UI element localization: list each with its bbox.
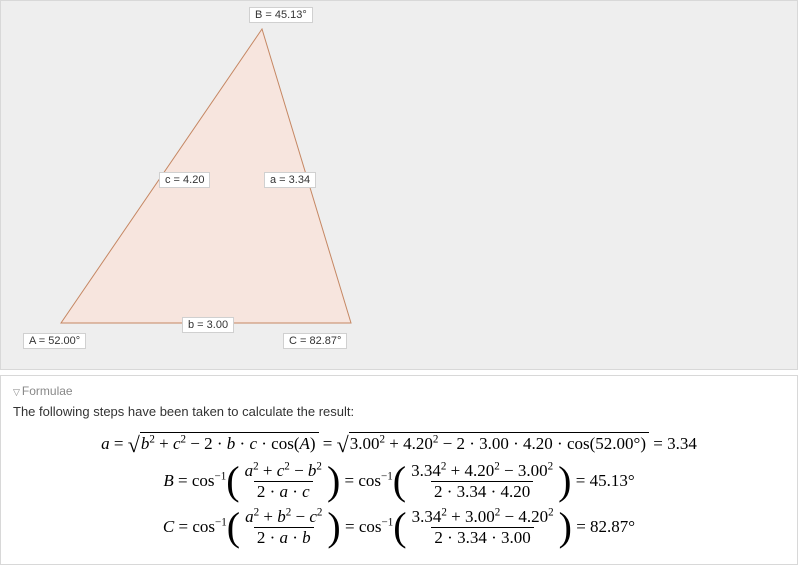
formulae-panel: ▽Formulae The following steps have been … bbox=[0, 375, 798, 565]
formulae-title: Formulae bbox=[22, 384, 73, 398]
triangle-diagram: A = 52.00° B = 45.13° C = 82.87° a = 3.3… bbox=[0, 0, 798, 370]
edge-label-c: c = 4.20 bbox=[159, 172, 210, 188]
vertex-label-C: C = 82.87° bbox=[283, 333, 347, 349]
edge-label-b: b = 3.00 bbox=[182, 317, 234, 333]
collapse-icon[interactable]: ▽ bbox=[13, 387, 20, 398]
vertex-label-A: A = 52.00° bbox=[23, 333, 86, 349]
equation-B: B = cos−1 ( a2 + c2 − b2 2 · a · c ) = c… bbox=[163, 461, 634, 501]
equation-a: a = √b2 + c2 − 2 · b · c · cos(A) = √3.0… bbox=[101, 432, 697, 455]
formulae-header[interactable]: ▽Formulae bbox=[13, 384, 785, 398]
triangle-shape bbox=[1, 1, 799, 371]
formulae-intro: The following steps have been taken to c… bbox=[13, 404, 785, 419]
vertex-label-B: B = 45.13° bbox=[249, 7, 313, 23]
edge-label-a: a = 3.34 bbox=[264, 172, 316, 188]
equation-C: C = cos−1 ( a2 + b2 − c2 2 · a · b ) = c… bbox=[163, 507, 635, 547]
equations-block: a = √b2 + c2 − 2 · b · c · cos(A) = √3.0… bbox=[13, 429, 785, 550]
